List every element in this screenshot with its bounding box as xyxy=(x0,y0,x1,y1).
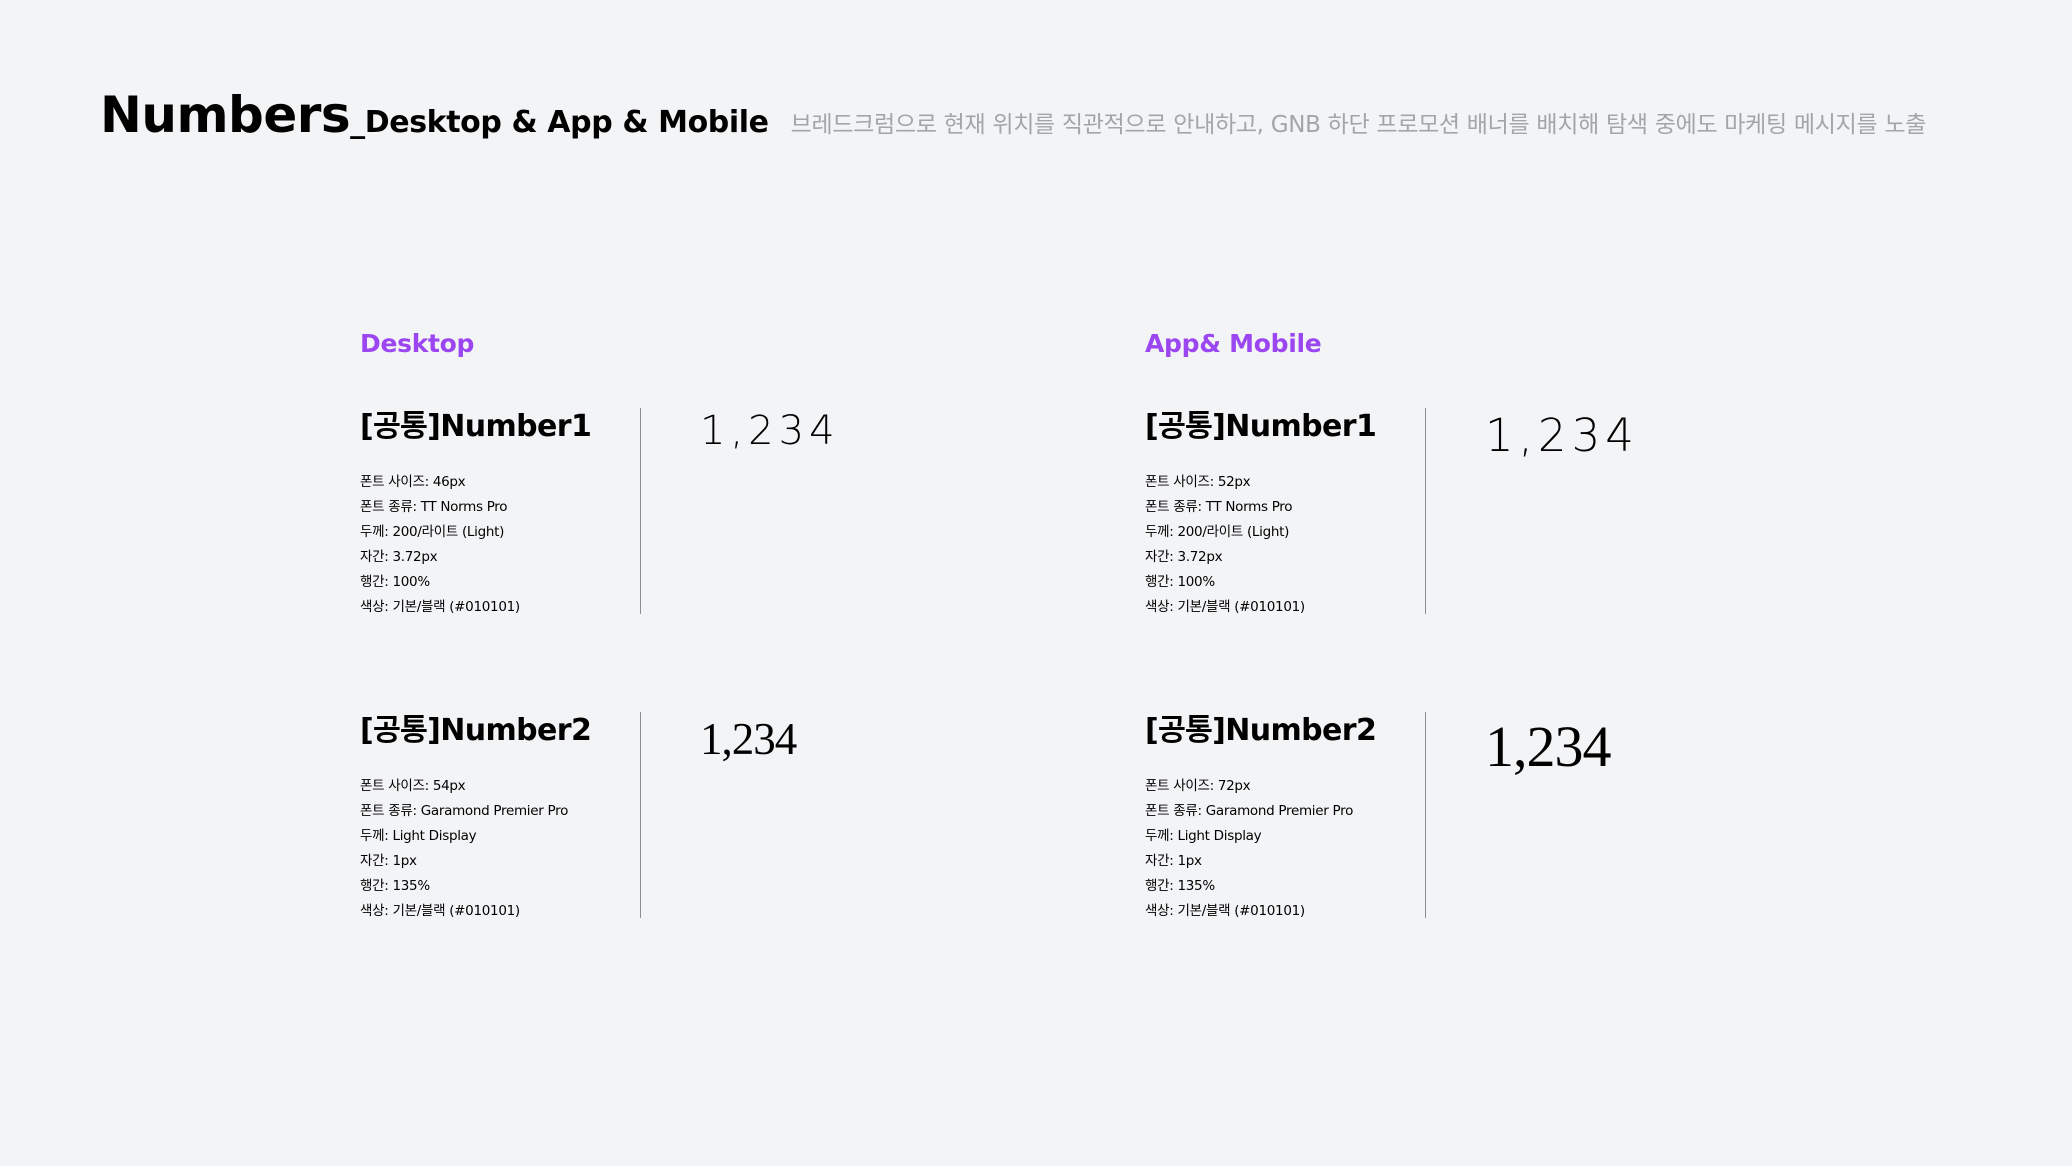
spec-name: [공통]Number2 xyxy=(1145,713,1377,748)
spec-prop-font-size: 폰트 사이즈: 72px xyxy=(1145,778,1251,794)
spec-prop-font-family: 폰트 종류: TT Norms Pro xyxy=(360,499,508,515)
spec-name: [공통]Number1 xyxy=(1145,409,1377,444)
divider-line xyxy=(1425,712,1426,918)
mobile-section: App& Mobile [공통]Number1 폰트 사이즈: 52px 폰트 … xyxy=(1145,326,1905,919)
spec-properties: 폰트 사이즈: 46px 폰트 종류: TT Norms Pro 두께: 200… xyxy=(360,470,640,620)
spec-prop-color: 색상: 기본/블랙 (#010101) xyxy=(360,903,520,919)
spec-prop-color: 색상: 기본/블랙 (#010101) xyxy=(1145,903,1305,919)
section-label-mobile: App& Mobile xyxy=(1145,329,1322,358)
spec-info: [공통]Number1 폰트 사이즈: 46px 폰트 종류: TT Norms… xyxy=(360,408,640,620)
spec-prop-font-family: 폰트 종류: Garamond Premier Pro xyxy=(1145,803,1354,819)
spec-prop-font-family: 폰트 종류: Garamond Premier Pro xyxy=(360,803,569,819)
spec-prop-weight: 두께: 200/라이트 (Light) xyxy=(1145,524,1290,540)
page-subtitle: _Desktop & App & Mobile xyxy=(350,105,769,140)
spec-info: [공통]Number2 폰트 사이즈: 54px 폰트 종류: Garamond… xyxy=(360,712,640,924)
spec-prop-line-height: 행간: 135% xyxy=(1145,878,1215,894)
spec-info: [공통]Number1 폰트 사이즈: 52px 폰트 종류: TT Norms… xyxy=(1145,408,1425,620)
divider-line xyxy=(640,712,641,918)
spec-mobile-number1: [공통]Number1 폰트 사이즈: 52px 폰트 종류: TT Norms… xyxy=(1145,408,1905,615)
spec-mobile-number2: [공통]Number2 폰트 사이즈: 72px 폰트 종류: Garamond… xyxy=(1145,712,1905,919)
spec-prop-weight: 두께: Light Display xyxy=(1145,828,1262,844)
spec-prop-color: 색상: 기본/블랙 (#010101) xyxy=(1145,599,1305,615)
number-sample: 1,234 xyxy=(700,408,840,454)
spec-prop-font-family: 폰트 종류: TT Norms Pro xyxy=(1145,499,1293,515)
spec-prop-letter-spacing: 자간: 1px xyxy=(360,853,417,869)
number-sample: 1,234 xyxy=(700,714,797,764)
spec-properties: 폰트 사이즈: 72px 폰트 종류: Garamond Premier Pro… xyxy=(1145,774,1425,924)
page-description: 브레드크럼으로 현재 위치를 직관적으로 안내하고, GNB 하단 프로모션 배… xyxy=(790,112,1927,138)
divider-line xyxy=(640,408,641,614)
spec-prop-line-height: 행간: 135% xyxy=(360,878,430,894)
page-header: Numbers _Desktop & App & Mobile 브레드크럼으로 … xyxy=(100,86,1926,144)
spec-prop-letter-spacing: 자간: 3.72px xyxy=(1145,549,1223,565)
page-title: Numbers xyxy=(100,86,351,144)
spec-info: [공통]Number2 폰트 사이즈: 72px 폰트 종류: Garamond… xyxy=(1145,712,1425,924)
spec-name: [공통]Number2 xyxy=(360,713,592,748)
spec-prop-line-height: 행간: 100% xyxy=(1145,574,1215,590)
spec-prop-weight: 두께: 200/라이트 (Light) xyxy=(360,524,505,540)
spec-prop-letter-spacing: 자간: 3.72px xyxy=(360,549,438,565)
spec-prop-color: 색상: 기본/블랙 (#010101) xyxy=(360,599,520,615)
number-sample: 1,234 xyxy=(1485,714,1611,779)
spec-name: [공통]Number1 xyxy=(360,409,592,444)
spec-prop-font-size: 폰트 사이즈: 54px xyxy=(360,778,466,794)
section-label-desktop: Desktop xyxy=(360,329,475,358)
desktop-section: Desktop [공통]Number1 폰트 사이즈: 46px 폰트 종류: … xyxy=(360,326,1120,919)
spec-prop-letter-spacing: 자간: 1px xyxy=(1145,853,1202,869)
spec-prop-weight: 두께: Light Display xyxy=(360,828,477,844)
spec-prop-font-size: 폰트 사이즈: 46px xyxy=(360,474,466,490)
spec-desktop-number2: [공통]Number2 폰트 사이즈: 54px 폰트 종류: Garamond… xyxy=(360,712,1120,919)
spec-properties: 폰트 사이즈: 54px 폰트 종류: Garamond Premier Pro… xyxy=(360,774,640,924)
spec-prop-font-size: 폰트 사이즈: 52px xyxy=(1145,474,1251,490)
number-sample: 1,234 xyxy=(1485,409,1639,462)
spec-properties: 폰트 사이즈: 52px 폰트 종류: TT Norms Pro 두께: 200… xyxy=(1145,470,1425,620)
spec-prop-line-height: 행간: 100% xyxy=(360,574,430,590)
divider-line xyxy=(1425,408,1426,614)
spec-desktop-number1: [공통]Number1 폰트 사이즈: 46px 폰트 종류: TT Norms… xyxy=(360,408,1120,615)
